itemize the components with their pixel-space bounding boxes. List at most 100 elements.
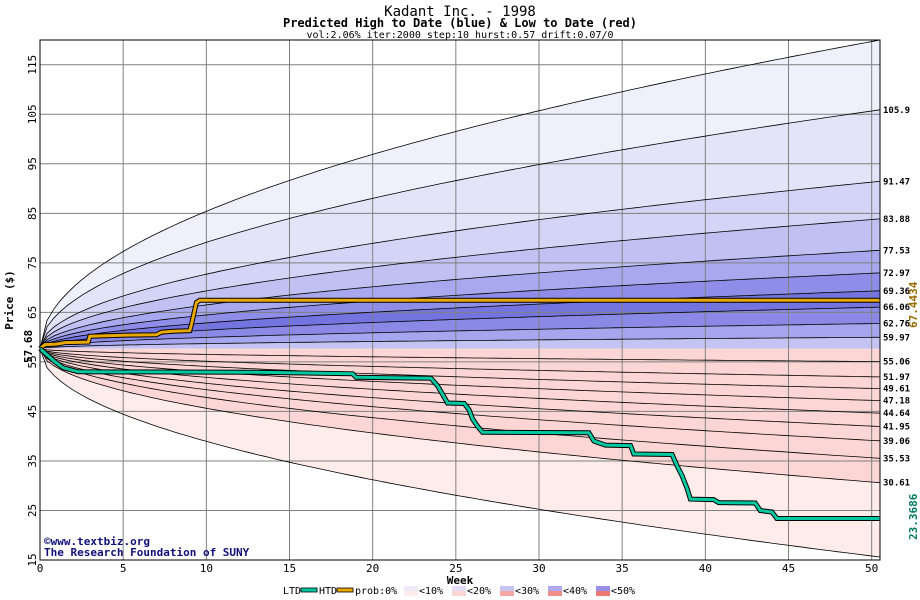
legend-swatch-red xyxy=(596,591,610,596)
legend-bucket-label: <50% xyxy=(611,586,635,597)
high-band-fill-3 xyxy=(40,218,880,349)
high-band-end-label: 66.06 xyxy=(883,303,910,313)
x-tick-label-15: 15 xyxy=(283,562,296,575)
low-band-end-label: 47.18 xyxy=(883,397,910,407)
legend-swatch-red xyxy=(500,591,514,596)
high-band-end-label: 69.36 xyxy=(883,287,910,297)
legend-ltd-swatch xyxy=(300,587,318,593)
watermark: ©www.textbiz.org xyxy=(44,535,150,548)
x-axis-label: Week xyxy=(447,574,474,587)
low-band-line-5 xyxy=(39,348,881,414)
legend-bucket-label: <10% xyxy=(419,586,443,597)
legend-bucket-label: <30% xyxy=(515,586,539,597)
low-band-end-label: 51.97 xyxy=(883,373,910,383)
y-axis-ticks: 15 25 35 45 55 65 75 85 95 105 115 xyxy=(26,55,39,567)
high-band-fill-9 xyxy=(40,337,880,349)
legend-swatch-red xyxy=(548,591,562,596)
start-price-label: 57.68 xyxy=(22,330,35,363)
high-band-fill-1 xyxy=(40,109,880,349)
y-axis-label: Price ($) xyxy=(3,270,16,330)
high-band-fill-2 xyxy=(40,181,880,349)
low-band-line-0 xyxy=(39,348,881,558)
high-band-line-0 xyxy=(39,39,881,349)
low-band-end-label: 44.64 xyxy=(883,409,911,419)
x-tick-label-45: 45 xyxy=(782,562,795,575)
y-tick-label-65: 65 xyxy=(26,306,39,319)
low-band-line-2 xyxy=(39,348,881,378)
series-ltd-line xyxy=(39,347,880,520)
x-tick-label-40: 40 xyxy=(699,562,712,575)
x-axis-ticks: 0 5 10 15 20 25 30 35 40 45 50 xyxy=(37,562,879,575)
series-lines xyxy=(38,297,880,521)
high-band-end-label: 105.9 xyxy=(883,106,910,116)
high-band-line-1 xyxy=(39,109,881,349)
y-tick-label-95: 95 xyxy=(26,157,39,170)
low-band-line-9 xyxy=(39,348,881,484)
y-tick-label-15: 15 xyxy=(26,553,39,566)
low-band-end-label: 39.06 xyxy=(883,437,910,447)
legend-swatch-red xyxy=(452,591,466,596)
plot-frame xyxy=(39,39,881,561)
x-tick-label-30: 30 xyxy=(532,562,545,575)
chart-subtitle: Predicted High to Date (blue) & Low to D… xyxy=(283,16,637,30)
high-band-line-5 xyxy=(39,272,881,349)
high-band-fill-4 xyxy=(40,250,880,349)
x-tick-label-20: 20 xyxy=(366,562,379,575)
high-band-end-label: 72.97 xyxy=(883,269,910,279)
high-band-fill-8 xyxy=(40,323,880,349)
chart-title: Kadant Inc. - 1998 xyxy=(384,4,536,20)
band-lines xyxy=(39,39,881,558)
y-tick-label-75: 75 xyxy=(26,256,39,269)
legend-swatch-blue xyxy=(500,586,514,591)
high-band-line-6 xyxy=(39,290,881,349)
low-band-end-label: 35.53 xyxy=(883,454,910,464)
low-band-end-label: 49.61 xyxy=(883,385,910,395)
x-tick-label-35: 35 xyxy=(616,562,629,575)
legend-htd-swatch xyxy=(336,587,354,593)
legend-swatch-blue xyxy=(404,586,418,591)
legend: LTD HTD prob:0% <10% <20% <30% <40% <50% xyxy=(283,586,635,597)
ltd-end-label: 23.3686 xyxy=(907,493,920,540)
series-htd-line xyxy=(39,298,880,350)
high-band-line-8 xyxy=(39,323,881,349)
legend-swatch-red xyxy=(404,591,418,596)
legend-swatch-blue xyxy=(452,586,466,591)
low-band-end-label: 55.06 xyxy=(883,358,910,368)
legend-bucket-label: <40% xyxy=(563,586,587,597)
high-band-end-label: 91.47 xyxy=(883,177,910,187)
y-tick-label-85: 85 xyxy=(26,207,39,220)
low-band-line-1 xyxy=(39,348,880,362)
high-band-fill-6 xyxy=(40,290,880,349)
y-tick-label-35: 35 xyxy=(26,454,39,467)
high-band-line-3 xyxy=(39,218,881,349)
high-band-line-4 xyxy=(39,249,881,349)
x-tick-label-0: 0 xyxy=(37,562,44,575)
y-tick-label-105: 105 xyxy=(26,104,39,124)
watermark-line2: The Research Foundation of SUNY xyxy=(44,546,250,559)
high-band-end-label: 83.88 xyxy=(883,215,910,225)
high-band-line-2 xyxy=(39,180,881,349)
legend-prob-label: prob:0% xyxy=(355,586,397,597)
high-band-line-9 xyxy=(39,336,880,349)
y-tick-label-55: 55 xyxy=(26,355,39,368)
y-tick-label-45: 45 xyxy=(26,405,39,418)
high-band-fill-0 xyxy=(40,40,880,349)
x-tick-label-25: 25 xyxy=(449,562,462,575)
high-band-end-label: 62.76 xyxy=(883,319,910,329)
legend-swatch-blue xyxy=(596,586,610,591)
low-band-line-7 xyxy=(39,348,881,442)
low-band-fill-9 xyxy=(40,348,880,483)
high-band-fill-5 xyxy=(40,272,880,349)
x-tick-label-50: 50 xyxy=(865,562,878,575)
legend-swatch-blue xyxy=(548,586,562,591)
high-band-fill-7 xyxy=(40,307,880,349)
low-band-end-label: 41.95 xyxy=(883,423,910,433)
chart-params: vol:2.06% iter:2000 step:10 hurst:0.57 d… xyxy=(306,30,613,41)
y-tick-label-25: 25 xyxy=(26,504,39,517)
y-tick-label-115: 115 xyxy=(26,55,39,75)
band-end-labels: 105.9 91.47 83.88 77.53 72.97 69.36 66.06 62.76… xyxy=(883,106,911,489)
probability-bands xyxy=(40,40,880,557)
high-band-end-label: 77.53 xyxy=(883,246,910,256)
legend-ltd-label: LTD xyxy=(283,586,301,597)
